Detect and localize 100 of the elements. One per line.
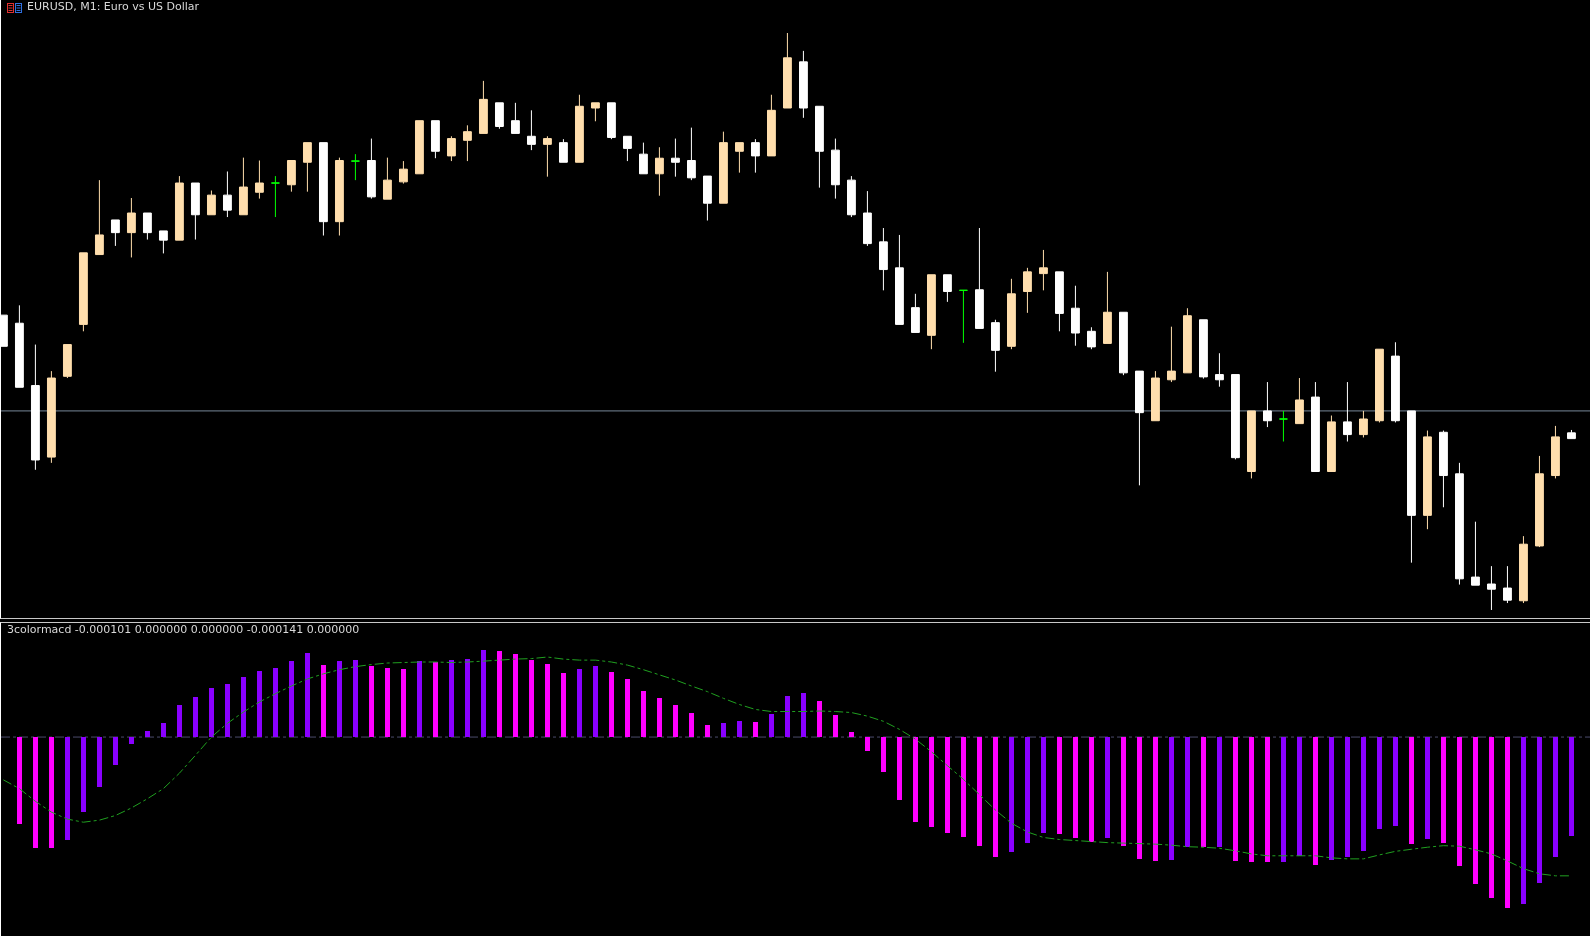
candlestick <box>574 94 584 163</box>
candlestick <box>1103 271 1112 344</box>
candlestick <box>799 50 808 119</box>
candlestick <box>639 142 648 175</box>
candlestick <box>350 153 360 181</box>
candlestick <box>927 274 936 350</box>
candlestick <box>831 138 840 200</box>
candlestick <box>126 197 136 258</box>
bar <box>704 725 711 738</box>
candlestick <box>751 138 760 174</box>
candlestick <box>78 252 88 332</box>
candlestick <box>318 142 328 237</box>
candlestick <box>1231 374 1240 460</box>
candlestick <box>1183 307 1192 374</box>
candlestick <box>14 304 24 388</box>
candlestick <box>1039 249 1048 291</box>
candlestick <box>398 160 408 185</box>
candlestick <box>206 190 216 216</box>
candlestick <box>1567 429 1576 440</box>
candlestick <box>1007 278 1016 350</box>
candlestick <box>222 170 232 218</box>
candlestick <box>366 138 376 200</box>
candlestick <box>815 105 824 189</box>
bar <box>128 737 135 744</box>
bar <box>720 723 727 738</box>
candlestick <box>414 120 424 175</box>
candlestick <box>959 289 968 344</box>
candlestick <box>703 175 712 222</box>
candlestick <box>1535 455 1544 548</box>
candlestick <box>1055 271 1064 332</box>
candlestick <box>1071 285 1080 347</box>
candlestick <box>1551 425 1560 479</box>
candlestick <box>1439 430 1448 508</box>
candlestick <box>334 157 344 237</box>
bar <box>736 721 743 738</box>
candlestick <box>1327 415 1336 473</box>
bar <box>848 732 855 738</box>
candlestick <box>1279 410 1288 442</box>
candlestick <box>590 102 600 122</box>
candlestick <box>302 142 312 193</box>
candlestick <box>430 120 440 159</box>
bar <box>192 697 199 738</box>
candlestick <box>975 227 984 329</box>
bar <box>112 737 119 765</box>
candlestick <box>991 319 1000 373</box>
candlestick <box>94 179 104 256</box>
candlestick <box>735 142 744 174</box>
candlestick <box>190 182 200 241</box>
candlestick <box>1 314 8 347</box>
chart-title: EURUSD, M1: Euro vs US Dollar <box>27 0 200 13</box>
candlestick <box>510 102 520 134</box>
candlestick <box>607 102 616 140</box>
chart-title: 3colormacd -0.000101 0.000000 0.000000 -0.000141 0.000000 <box>7 622 360 636</box>
candlestick <box>1151 370 1160 422</box>
candlestick <box>655 146 664 197</box>
candlestick <box>542 135 552 178</box>
candlestick <box>158 230 168 254</box>
candlestick <box>1487 565 1496 611</box>
candlestick <box>46 370 56 464</box>
candlestick <box>494 102 504 130</box>
candlestick <box>1135 370 1144 486</box>
candlestick <box>1247 410 1256 479</box>
candlestick <box>1471 521 1480 586</box>
candlestick <box>671 138 680 178</box>
candlestick <box>254 160 264 200</box>
bar <box>1392 737 1399 826</box>
bar <box>656 698 663 738</box>
candlestick <box>1423 430 1432 530</box>
candlestick <box>270 175 280 218</box>
candlestick <box>238 157 248 216</box>
bar <box>560 673 567 738</box>
candlestick <box>1503 565 1512 604</box>
candlestick <box>1359 410 1368 438</box>
candlestick <box>30 344 40 471</box>
candlestick <box>174 175 184 241</box>
candlestick <box>110 219 120 247</box>
candlestick <box>879 227 888 291</box>
candlestick <box>1167 326 1176 383</box>
bar <box>688 713 695 738</box>
candlestick <box>478 80 488 134</box>
candlestick <box>286 160 296 193</box>
candlestick <box>1391 341 1400 423</box>
candlestick <box>895 234 904 325</box>
candlestick <box>1519 535 1528 604</box>
candlestick <box>1311 381 1320 473</box>
bar <box>160 723 167 738</box>
candlestick <box>623 135 632 162</box>
candlestick <box>382 157 392 200</box>
candlestick <box>446 135 456 162</box>
candlestick <box>911 293 920 333</box>
bar <box>896 737 903 800</box>
bar <box>608 672 615 738</box>
candlestick <box>1375 348 1384 423</box>
bar <box>880 737 887 772</box>
candlestick <box>943 274 952 303</box>
bar <box>144 731 151 738</box>
candlestick <box>783 32 792 109</box>
candlestick <box>719 131 728 204</box>
candlestick <box>1343 381 1352 442</box>
candlestick <box>1263 381 1272 428</box>
